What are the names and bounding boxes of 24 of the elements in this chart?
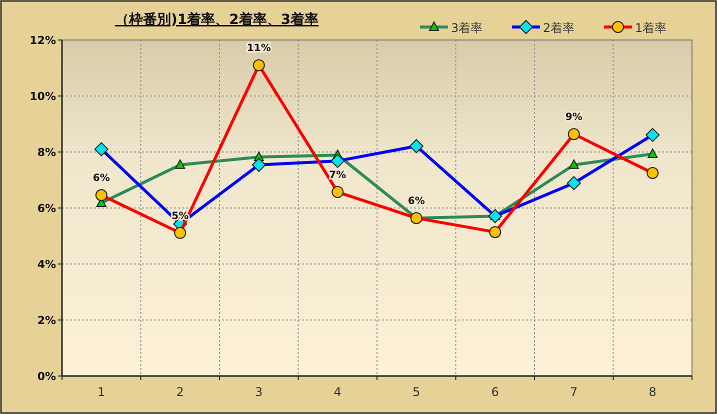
y-tick-label: 0%: [37, 370, 56, 383]
x-tick-label: 2: [176, 385, 184, 399]
data-label: 9%: [565, 112, 582, 124]
x-tick-label: 4: [334, 385, 342, 399]
y-tick-label: 4%: [37, 258, 56, 271]
x-tick-label: 1: [98, 385, 106, 399]
legend-label: 1着率: [635, 21, 667, 35]
data-label: 6%: [92, 173, 110, 184]
x-tick-label: 6: [491, 385, 499, 399]
x-tick-label: 5: [412, 385, 420, 399]
data-label: 11%: [246, 43, 271, 54]
y-tick-label: 12%: [30, 34, 56, 47]
x-tick-label: 7: [570, 385, 578, 399]
y-tick-label: 2%: [37, 314, 56, 327]
legend-label: 3着率: [451, 21, 483, 35]
y-tick-label: 10%: [30, 90, 56, 103]
data-label: 7%: [329, 170, 346, 182]
legend-label: 2着率: [543, 21, 575, 35]
y-tick-label: 6%: [37, 202, 56, 215]
y-tick-label: 8%: [37, 146, 56, 159]
chart-title: （枠番別)1着率、2着率、3着率: [115, 11, 319, 28]
data-label: 6%: [408, 196, 425, 208]
x-tick-label: 8: [648, 385, 656, 399]
x-tick-label: 3: [255, 385, 263, 399]
